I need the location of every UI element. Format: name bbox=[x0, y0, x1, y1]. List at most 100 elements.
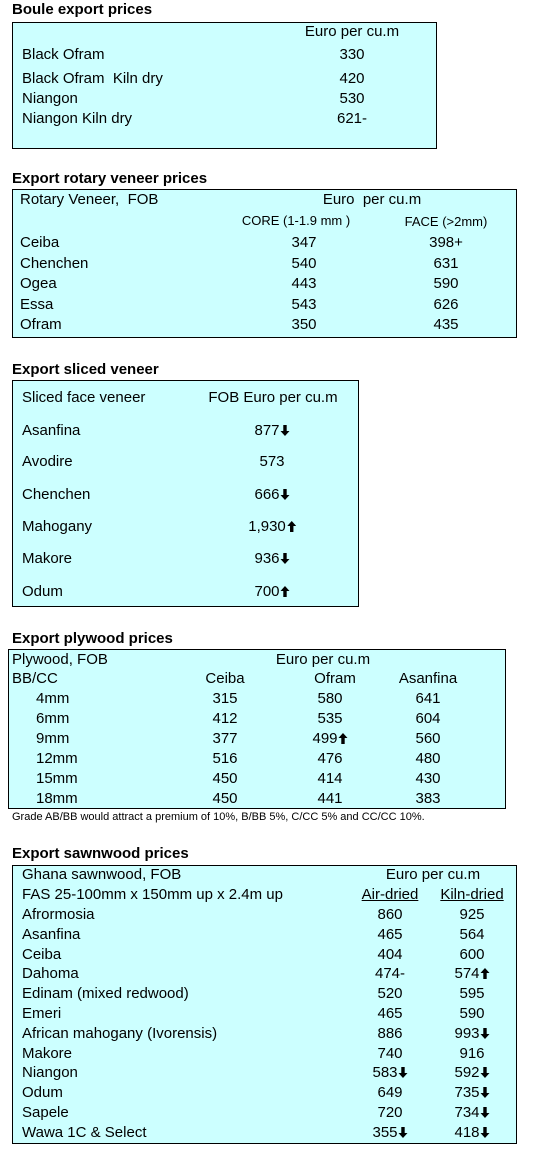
cell-text: Odum bbox=[22, 583, 63, 600]
cell-text: Sliced face veneer bbox=[22, 389, 146, 406]
cell-text: 600 bbox=[459, 945, 485, 963]
row-label: Ogea bbox=[20, 275, 57, 293]
cell-text: 6mm bbox=[36, 710, 70, 727]
value-cell: 734 bbox=[454, 1104, 490, 1122]
cell-text: 520 bbox=[377, 985, 403, 1003]
row-label: Afrormosia bbox=[22, 906, 95, 924]
cell-text: 4mm bbox=[36, 690, 70, 707]
value-cell: 580 bbox=[317, 690, 342, 708]
value-cell: 649 bbox=[377, 1084, 402, 1102]
trend-arrow-up bbox=[480, 968, 490, 980]
value-cell: 480 bbox=[415, 750, 440, 768]
cell-text: Rotary Veneer, FOB bbox=[20, 191, 159, 208]
column-header: Euro per cu.m bbox=[386, 866, 480, 884]
row-label: Niangon bbox=[22, 90, 78, 108]
value-cell: 418 bbox=[454, 1124, 490, 1142]
cell-text: Ofram bbox=[20, 316, 62, 333]
cell-text: 580 bbox=[317, 690, 343, 707]
section-title: Boule export prices bbox=[12, 1, 153, 18]
cell-text: 377 bbox=[212, 730, 238, 747]
trend-arrow-down bbox=[480, 1126, 490, 1138]
cell-text: 543 bbox=[291, 295, 317, 313]
cell-text: FAS 25-100mm x 150mm up x 2.4m up bbox=[22, 886, 283, 903]
cell-text: Ceiba bbox=[205, 670, 245, 687]
column-header: Euro per cu.m bbox=[323, 191, 421, 209]
value-cell: 540 bbox=[291, 255, 316, 273]
cell-text: Black Ofram bbox=[22, 46, 105, 63]
cell-text: 535 bbox=[317, 710, 343, 727]
cell-text: 420 bbox=[339, 70, 365, 87]
column-header: CORE (1-1.9 mm ) bbox=[242, 212, 350, 230]
column-header: Ceiba bbox=[205, 670, 244, 688]
cell-text: Wawa 1C & Select bbox=[22, 1123, 147, 1141]
cell-text: 860 bbox=[377, 906, 403, 923]
cell-text: 315 bbox=[212, 690, 238, 707]
row-label: 6mm bbox=[36, 710, 69, 728]
value-cell: 1,930 bbox=[248, 518, 296, 536]
cell-text: 450 bbox=[212, 790, 238, 807]
trend-arrow-down bbox=[480, 1107, 490, 1118]
cell-text: African mahogany (Ivorensis) bbox=[22, 1024, 218, 1042]
cell-text: Niangon bbox=[22, 90, 78, 107]
row-label: Black Ofram bbox=[22, 46, 105, 64]
cell-text: 595 bbox=[459, 985, 485, 1003]
section-title: Export plywood prices bbox=[12, 630, 173, 647]
table-box bbox=[12, 189, 517, 338]
cell-text: 925 bbox=[459, 906, 485, 923]
cell-text: 18mm bbox=[36, 790, 78, 807]
row-label: Wawa 1C & Select bbox=[22, 1124, 147, 1142]
value-cell: 404 bbox=[377, 946, 402, 964]
column-header: Euro per cu.m bbox=[276, 651, 370, 669]
cell-text: 574 bbox=[454, 965, 480, 983]
row-label: Chenchen bbox=[20, 255, 88, 273]
cell-text: 435 bbox=[433, 316, 459, 333]
cell-text: 530 bbox=[339, 90, 365, 107]
cell-text: 592 bbox=[454, 1064, 480, 1082]
cell-text: Plywood, FOB bbox=[12, 651, 108, 668]
cell-text: Grade AB/BB would attract a premium of 1… bbox=[12, 811, 425, 823]
value-cell: 414 bbox=[317, 770, 342, 788]
trend-arrow-down bbox=[480, 1067, 490, 1079]
row-label: 4mm bbox=[36, 690, 69, 708]
value-cell: 860 bbox=[377, 906, 402, 924]
cell-text: 740 bbox=[377, 1044, 403, 1062]
table-box bbox=[12, 380, 359, 607]
cell-text: 641 bbox=[415, 690, 441, 707]
cell-text: BB/CC bbox=[12, 670, 58, 687]
trend-arrow-down bbox=[280, 489, 290, 500]
row-label: Ceiba bbox=[22, 946, 61, 964]
cell-text: Asanfina bbox=[22, 925, 81, 943]
row-label: Avodire bbox=[22, 453, 73, 471]
row-label: Odum bbox=[22, 1084, 63, 1102]
column-header: Ghana sawnwood, FOB bbox=[22, 866, 181, 884]
value-cell: 398+ bbox=[429, 234, 463, 252]
value-cell: 330 bbox=[339, 46, 364, 64]
value-cell: 574 bbox=[454, 965, 490, 983]
cell-text: Euro per cu.m bbox=[385, 866, 481, 883]
trend-arrow-down bbox=[480, 1087, 490, 1099]
value-cell: 592 bbox=[454, 1064, 490, 1082]
value-cell: 590 bbox=[433, 275, 458, 293]
cell-text: 626 bbox=[433, 295, 459, 313]
value-cell: 420 bbox=[339, 70, 364, 88]
value-cell: 435 bbox=[433, 316, 458, 334]
cell-text: Chenchen bbox=[22, 486, 91, 503]
value-cell: 499 bbox=[312, 730, 348, 748]
column-header: Ofram bbox=[314, 670, 356, 688]
value-cell: 936 bbox=[254, 550, 290, 568]
cell-text: 560 bbox=[415, 730, 441, 747]
value-cell: 350 bbox=[291, 316, 316, 334]
value-cell: 993 bbox=[454, 1025, 490, 1043]
value-cell: 443 bbox=[291, 275, 316, 293]
cell-text: 465 bbox=[377, 1005, 403, 1022]
cell-text: 877 bbox=[254, 422, 280, 439]
column-header: Kiln-dried bbox=[440, 886, 503, 904]
cell-text: Edinam (mixed redwood) bbox=[22, 985, 189, 1003]
cell-text: Kiln-dried bbox=[440, 886, 504, 903]
row-label: Chenchen bbox=[22, 486, 90, 504]
cell-text: 735 bbox=[454, 1084, 480, 1102]
cell-text: 590 bbox=[459, 1005, 485, 1022]
row-label: 9mm bbox=[36, 730, 69, 748]
value-cell: 700 bbox=[254, 583, 290, 601]
cell-text: 516 bbox=[212, 750, 238, 767]
